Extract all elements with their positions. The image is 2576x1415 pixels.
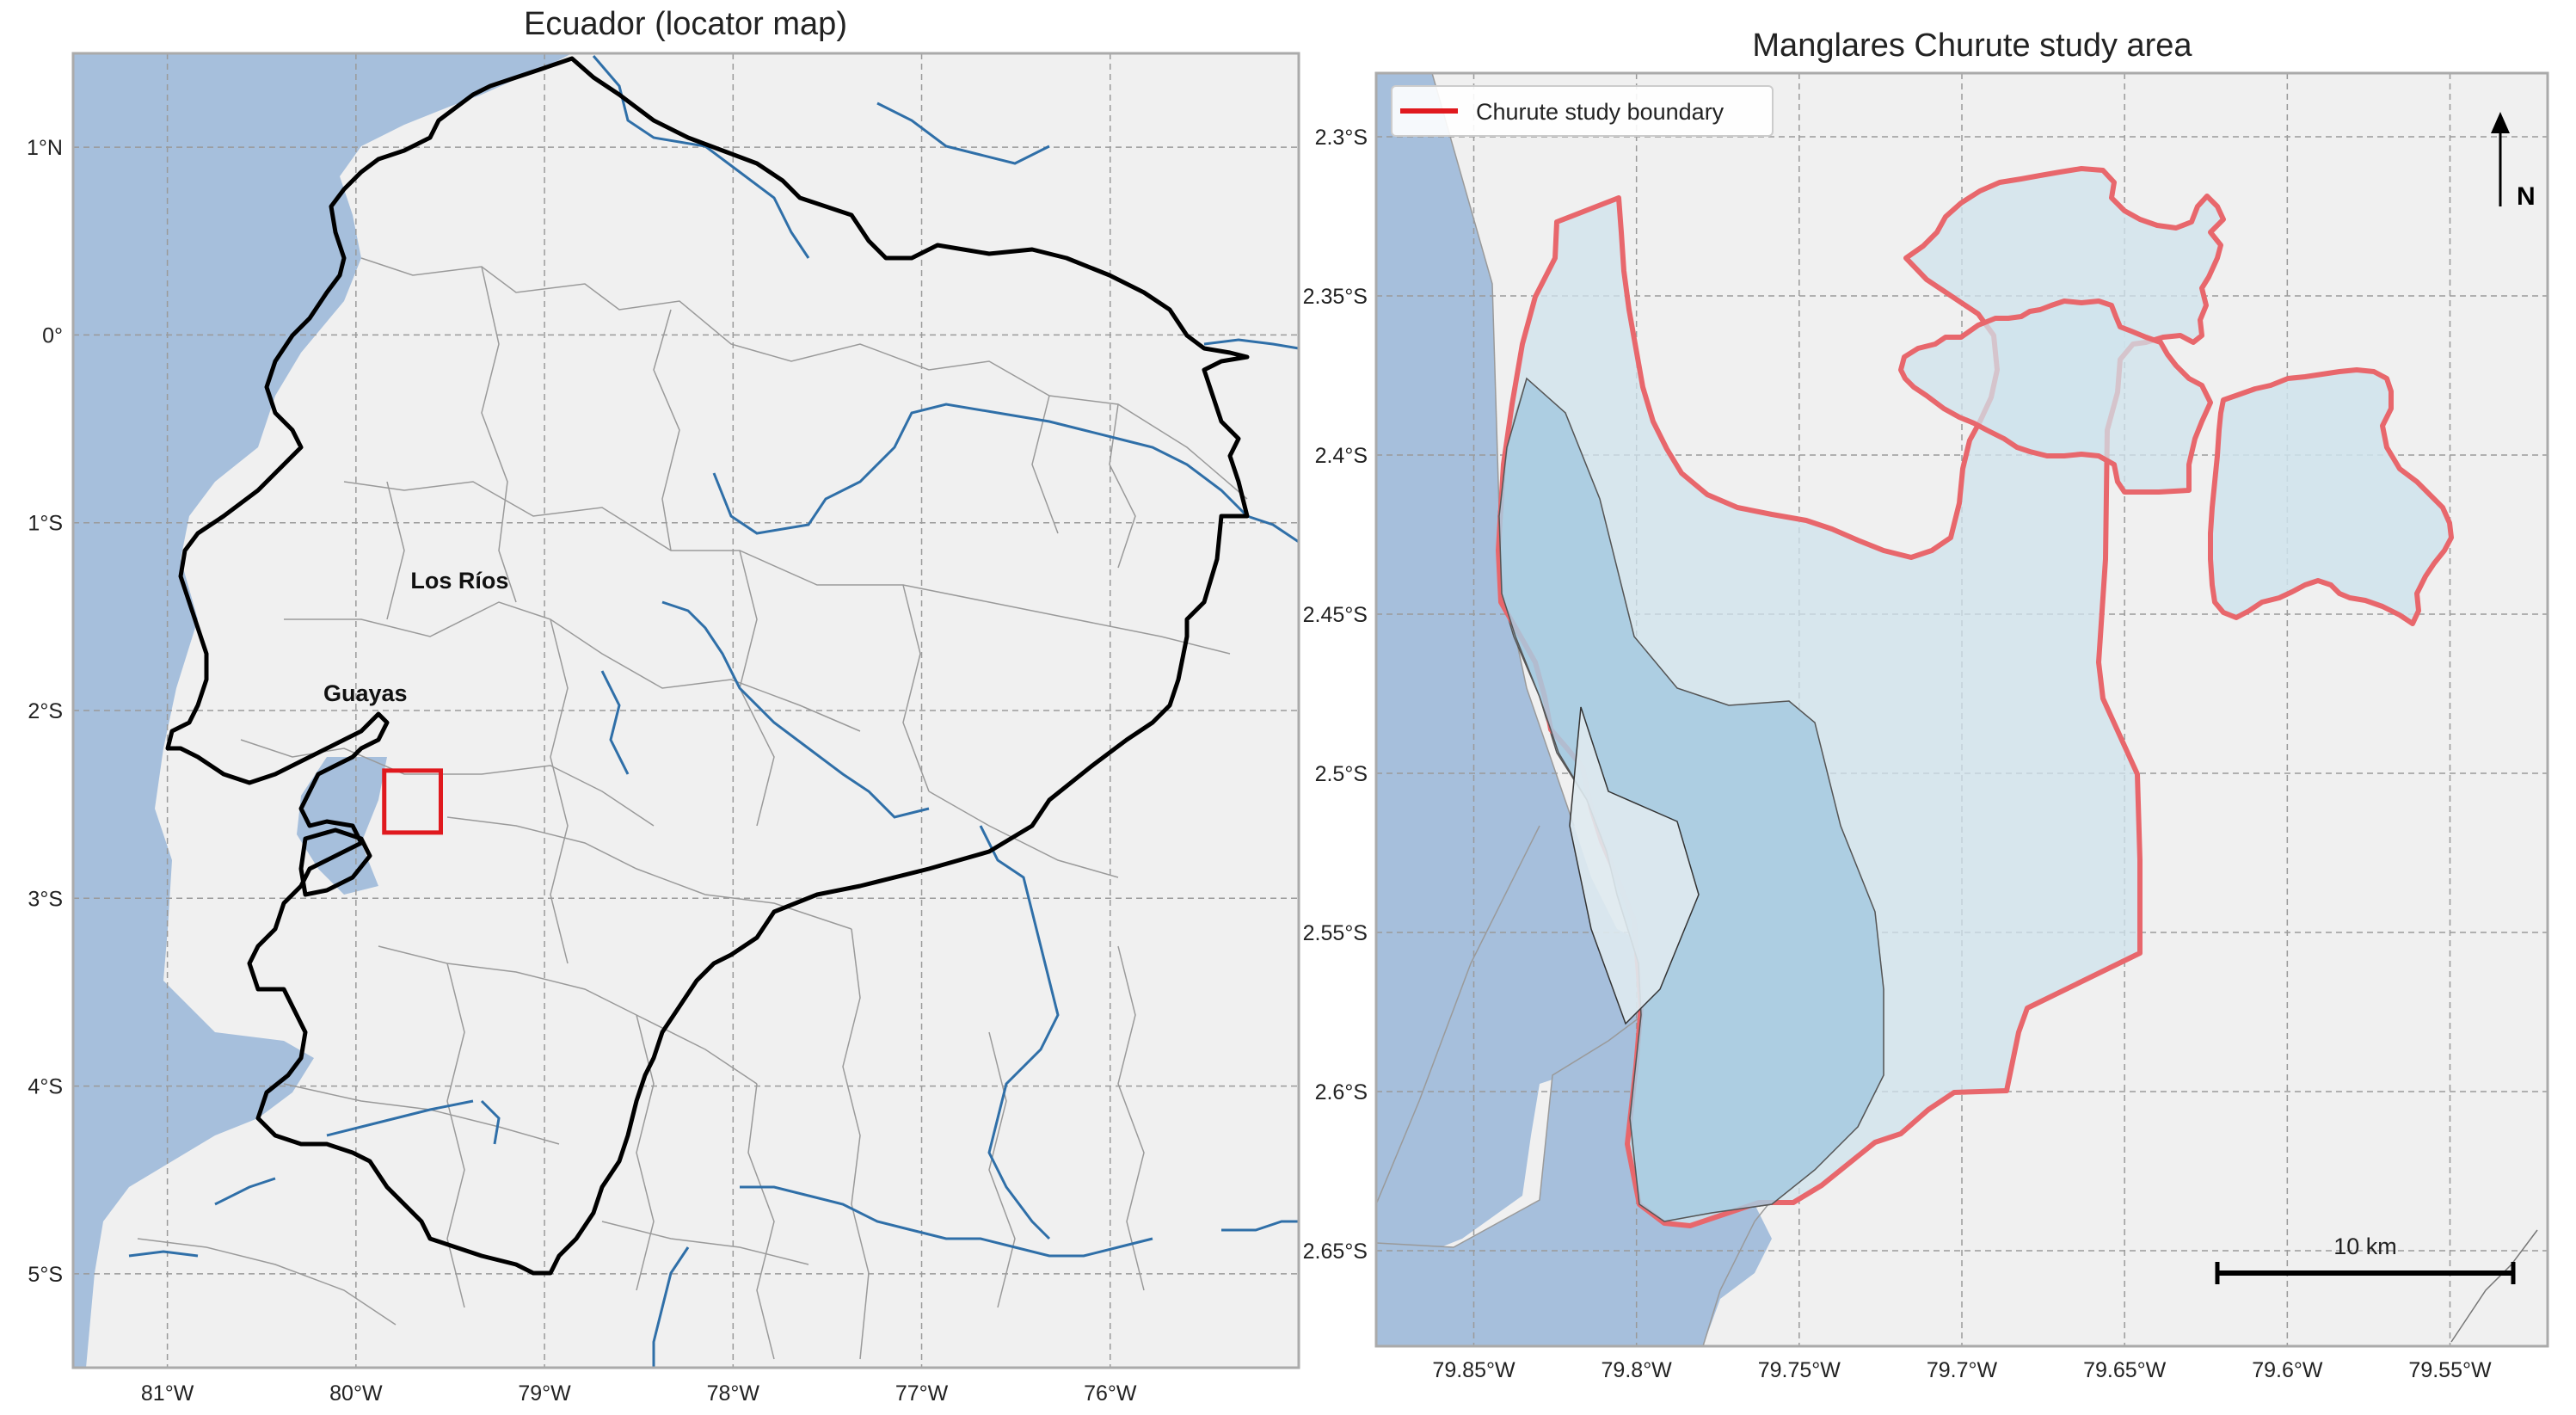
study-x-tick-label: 79.6°W: [2252, 1358, 2323, 1382]
province-borders: [137, 257, 1248, 1360]
puna-island: [298, 827, 372, 897]
north-arrow: N: [2491, 112, 2536, 211]
study-x-tick-label: 79.8°W: [1602, 1358, 1673, 1382]
mangrove-overlap: [1498, 377, 1884, 1222]
study-y-tick-label: 2.45°S: [1303, 603, 1368, 627]
locator-x-tick-label: 77°W: [895, 1381, 949, 1406]
legend-box: [1391, 85, 1774, 137]
locator-x-tick-label: 76°W: [1084, 1381, 1137, 1406]
study-x-tick-label: 79.55°W: [2408, 1358, 2492, 1382]
locator-y-tick-label: 0°: [42, 323, 63, 348]
churute-east-lobe: [2208, 367, 2454, 626]
locator-y-tick-label: 5°S: [28, 1263, 63, 1287]
study-tick-labels: 79.85°W 79.8°W 79.75°W 79.7°W 79.65°W 79.6°W 7…: [1303, 126, 2492, 1382]
churute-north-lobe: [1898, 298, 2213, 495]
study-map-frame: [1374, 71, 2549, 1348]
study-area-content: [1496, 166, 2538, 1343]
locator-map-frame: [71, 52, 1300, 1369]
study-area-box: [382, 768, 444, 835]
locator-x-tick-label: 81°W: [141, 1381, 194, 1406]
study-area-map-title: Manglares Churute study area: [1752, 28, 2192, 64]
locator-y-tick-label: 1°N: [27, 136, 63, 160]
locator-y-tick-label: 3°S: [28, 887, 63, 911]
study-y-tick-label: 2.3°S: [1315, 126, 1368, 150]
locator-x-tick-label: 79°W: [518, 1381, 571, 1406]
study-y-tick-label: 2.35°S: [1303, 285, 1368, 309]
locator-x-tick-label: 78°W: [707, 1381, 760, 1406]
se-coastline: [2450, 1229, 2538, 1343]
locator-tick-labels: 81°W 80°W 79°W 78°W 77°W 76°W 1°N 0° 1°S 2°S 3°S 4°…: [27, 136, 1137, 1406]
pacific-ocean: [73, 53, 572, 1368]
study-y-tick-label: 2.6°S: [1315, 1080, 1368, 1104]
locator-y-tick-label: 2°S: [28, 699, 63, 723]
locator-gridlines: [73, 53, 1299, 1368]
study-y-tick-label: 2.55°S: [1303, 921, 1368, 945]
province-label: Los Ríos: [410, 568, 508, 594]
ecuador-border: [165, 56, 1250, 1276]
locator-map-title: Ecuador (locator map): [524, 6, 847, 42]
province-labels: Los Ríos Guayas: [323, 568, 508, 706]
study-x-tick-label: 79.85°W: [1432, 1358, 1515, 1382]
study-y-tick-label: 2.5°S: [1315, 762, 1368, 786]
legend-label: Churute study boundary: [1476, 99, 1725, 125]
province-label: Guayas: [323, 680, 408, 706]
scale-bar-label: 10 km: [2333, 1234, 2397, 1259]
study-y-tick-label: 2.65°S: [1303, 1240, 1368, 1264]
study-polygons: [1496, 166, 2538, 1343]
legend: Churute study boundary: [1391, 85, 1774, 137]
study-area-map: Manglares Churute study area: [1303, 28, 2549, 1382]
north-arrow-icon: [2491, 112, 2510, 133]
locator-map: Ecuador (locator map): [27, 6, 1300, 1406]
locator-y-tick-label: 1°S: [28, 512, 63, 536]
north-label: N: [2517, 182, 2536, 211]
scale-bar: 10 km: [2215, 1234, 2516, 1284]
locator-y-tick-label: 4°S: [28, 1075, 63, 1099]
study-y-tick-label: 2.4°S: [1315, 444, 1368, 468]
study-x-tick-label: 79.65°W: [2083, 1358, 2167, 1382]
rivers: [128, 55, 1299, 1368]
locator-x-tick-label: 80°W: [329, 1381, 383, 1406]
land-tongue: [1569, 706, 1700, 1025]
study-x-tick-label: 79.7°W: [1927, 1358, 1998, 1382]
study-x-tick-label: 79.75°W: [1758, 1358, 1841, 1382]
